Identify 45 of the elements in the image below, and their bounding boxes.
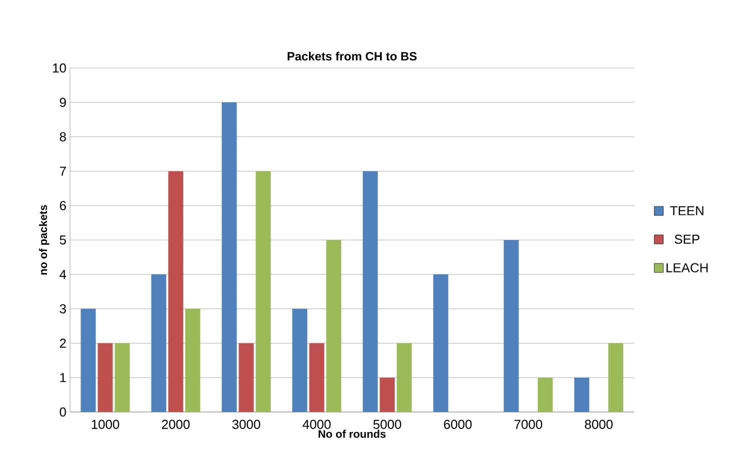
bar xyxy=(504,240,519,412)
legend-label: SEP xyxy=(674,234,700,244)
y-tick-label: 2 xyxy=(60,338,66,348)
x-tick-label: 2000 xyxy=(162,420,190,429)
x-tick-label: 6000 xyxy=(444,420,472,429)
y-tick-label: 5 xyxy=(60,235,66,245)
x-tick-label: 8000 xyxy=(584,420,613,429)
bar xyxy=(326,240,342,412)
bar xyxy=(185,308,200,412)
bar xyxy=(396,343,412,412)
y-tick-label: 1 xyxy=(60,373,66,382)
bar xyxy=(98,343,113,412)
legend-label: TEEN xyxy=(670,206,704,216)
x-tick-label: 5000 xyxy=(373,420,402,429)
bar xyxy=(80,308,96,412)
x-axis-title: No of rounds xyxy=(318,430,386,438)
bar xyxy=(309,343,324,412)
bar xyxy=(151,274,166,412)
y-tick-label: 6 xyxy=(60,201,66,210)
x-tick-label: 7000 xyxy=(514,420,542,429)
y-tick-label: 9 xyxy=(60,98,66,107)
x-tick-label: 3000 xyxy=(232,420,260,429)
x-tick-label: 1000 xyxy=(92,420,120,429)
bar xyxy=(168,171,184,412)
y-tick-label: 8 xyxy=(60,132,66,142)
y-axis-title: no of packets xyxy=(39,205,50,275)
bar xyxy=(380,378,395,412)
bar xyxy=(362,171,378,412)
bar xyxy=(574,378,590,412)
bar xyxy=(538,378,553,412)
bar xyxy=(222,102,237,412)
bar xyxy=(256,171,271,412)
bar xyxy=(433,274,448,412)
bar xyxy=(292,308,308,412)
x-tick-label: 4000 xyxy=(302,420,331,429)
bar xyxy=(238,343,254,412)
y-tick-label: 7 xyxy=(60,166,66,176)
chart-title: Packets from CH to BS xyxy=(288,52,417,60)
bar xyxy=(608,343,624,412)
bar xyxy=(114,343,130,412)
y-tick-label: 3 xyxy=(60,304,66,314)
y-tick-label: 0 xyxy=(60,407,66,417)
legend-label: LEACH xyxy=(666,263,708,272)
y-tick-label: 4 xyxy=(60,270,66,279)
y-tick-label: 10 xyxy=(53,63,66,73)
